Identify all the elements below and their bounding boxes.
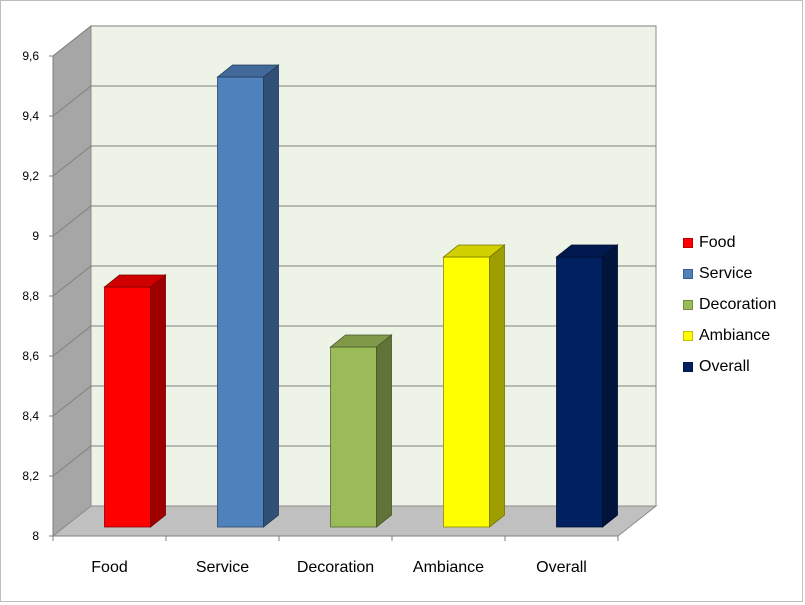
bar-top	[216, 64, 280, 78]
bar-top	[442, 244, 506, 258]
bar-ambiance	[442, 244, 506, 528]
legend-swatch	[683, 361, 693, 372]
x-category-label: Decoration	[297, 559, 374, 576]
bar-front	[443, 256, 490, 528]
bar-side	[489, 244, 505, 528]
legend-item-service: Service	[683, 258, 798, 289]
y-tick-label: 8,8	[22, 289, 39, 303]
chart-bars	[103, 64, 619, 528]
bar-overall	[555, 244, 619, 528]
x-category-label: Ambiance	[413, 559, 484, 576]
gridline	[52, 25, 656, 57]
y-tick-label: 8,2	[22, 469, 39, 483]
bar-side	[602, 244, 618, 528]
legend-swatch	[683, 268, 693, 279]
bar-decoration	[329, 334, 393, 528]
y-tick-label: 9,2	[22, 169, 39, 183]
legend-swatch	[683, 299, 693, 310]
bar-side	[263, 64, 279, 528]
legend-label: Overall	[699, 357, 750, 375]
legend-label: Service	[699, 264, 753, 282]
x-category-label: Service	[196, 559, 249, 576]
legend-swatch	[683, 237, 693, 248]
bar-front	[330, 346, 377, 528]
bar-food	[103, 274, 167, 528]
legend-item-ambiance: Ambiance	[683, 320, 798, 351]
legend-swatch	[683, 330, 693, 341]
x-axis-labels: Food Service Decoration Ambiance Overall	[91, 559, 587, 576]
y-tick-label: 9	[32, 229, 39, 243]
bar-front	[217, 76, 264, 528]
bar-side	[150, 274, 166, 528]
x-category-label: Food	[91, 559, 127, 576]
bar-front	[556, 256, 603, 528]
legend-item-decoration: Decoration	[683, 289, 798, 320]
bar-side	[376, 334, 392, 528]
gridline	[52, 85, 656, 117]
y-axis-ticks: 8 8,2 8,4 8,6 8,8 9 9,2 9,4 9,6	[22, 49, 619, 543]
gridline	[52, 145, 656, 177]
bar-top	[555, 244, 619, 258]
legend-item-overall: Overall	[683, 351, 798, 382]
legend-label: Decoration	[699, 295, 777, 313]
legend-item-food: Food	[683, 227, 798, 258]
bar-top	[329, 334, 393, 348]
bar-top	[103, 274, 167, 288]
gridline	[52, 205, 656, 237]
y-tick-label: 9,6	[22, 49, 39, 63]
legend-label: Ambiance	[699, 326, 771, 344]
y-tick-label: 8,6	[22, 349, 39, 363]
bar-service	[216, 64, 280, 528]
x-category-label: Overall	[536, 559, 587, 576]
legend-label: Food	[699, 233, 736, 251]
chart-legend: Food Service Decoration Ambiance Overall	[683, 227, 798, 382]
bar-front	[104, 286, 151, 528]
y-tick-label: 9,4	[22, 109, 39, 123]
y-tick-label: 8	[32, 529, 39, 543]
y-tick-label: 8,4	[22, 409, 39, 423]
